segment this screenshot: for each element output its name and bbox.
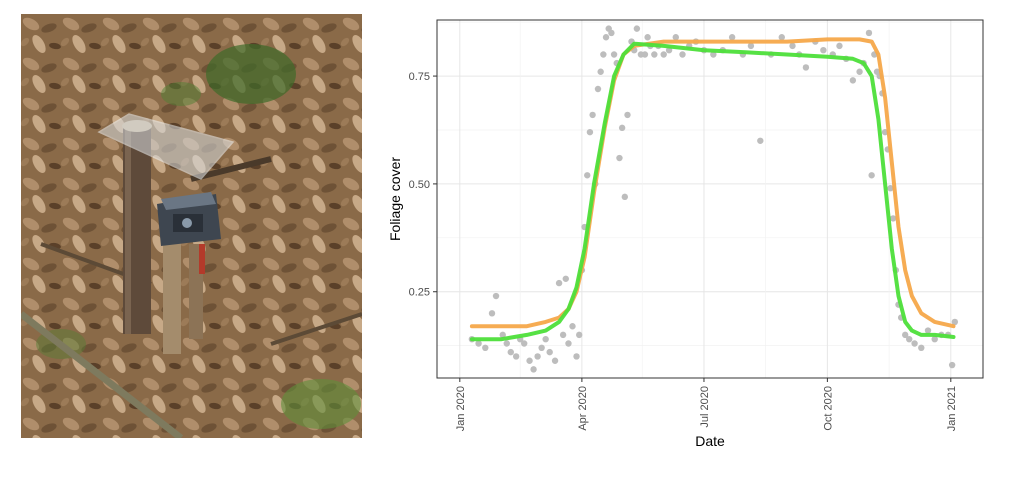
data-point [512, 353, 520, 360]
data-point [836, 42, 843, 50]
data-point [608, 29, 615, 37]
data-point [951, 318, 959, 326]
data-point [600, 51, 607, 58]
data-point [573, 353, 580, 360]
data-point [644, 34, 651, 41]
data-point [868, 172, 875, 179]
y-tick-label: 0.50 [409, 179, 430, 191]
data-point [924, 327, 932, 334]
data-point [488, 310, 496, 317]
green-fit-line [469, 41, 956, 342]
data-point [576, 331, 583, 339]
data-point [562, 275, 569, 282]
data-point [887, 185, 894, 192]
data-point [865, 29, 873, 37]
data-point [948, 361, 956, 369]
data-point [778, 34, 785, 41]
data-point [616, 154, 623, 162]
data-point [672, 34, 679, 41]
data-point [906, 335, 913, 343]
data-point [710, 51, 717, 58]
y-ticks: 0.25 0.50 0.75 [409, 71, 437, 299]
chart-panel: 0.25 0.50 0.75 Jan 2020 Apr 2020 Jul 2020 Oct… [378, 0, 1018, 486]
x-tick-label: Jan 2020 [455, 386, 467, 431]
data-point [594, 85, 602, 93]
data-point [651, 51, 658, 58]
data-point [565, 340, 572, 347]
plot-frame [436, 19, 984, 379]
data-point [546, 348, 553, 356]
data-point [641, 51, 649, 58]
x-tick-label: Jul 2020 [699, 386, 711, 428]
data-point [849, 77, 857, 84]
data-point [889, 215, 897, 222]
data-point [475, 340, 482, 347]
y-axis-label: Foliage cover [387, 157, 403, 241]
data-point [757, 137, 764, 144]
data-point [820, 46, 827, 54]
lines-layer [469, 37, 956, 342]
data-point [901, 331, 909, 339]
data-point [602, 34, 610, 41]
data-point [492, 292, 500, 300]
plot-background [437, 20, 983, 378]
data-point [520, 340, 528, 347]
data-point [569, 323, 576, 330]
data-point [584, 172, 591, 179]
data-point [538, 344, 545, 352]
data-point [618, 124, 626, 132]
data-point [728, 34, 736, 41]
data-point [856, 68, 863, 75]
data-point [633, 25, 641, 32]
data-point [586, 128, 594, 136]
data-point [499, 331, 506, 339]
data-point [911, 340, 918, 347]
data-point [747, 42, 755, 50]
data-point [610, 51, 618, 58]
data-point [507, 348, 514, 356]
data-point [534, 353, 541, 360]
data-point [789, 42, 796, 50]
data-point [660, 51, 667, 58]
field-photo [21, 14, 362, 438]
data-point [931, 335, 938, 343]
x-axis-label: Date [695, 433, 725, 449]
x-tick-label: Apr 2020 [577, 386, 589, 431]
data-point [679, 51, 686, 58]
data-point [918, 344, 925, 352]
data-point [526, 357, 533, 364]
data-point [503, 340, 510, 347]
x-tick-label: Jan 2021 [946, 386, 958, 431]
data-point [542, 335, 549, 343]
y-tick-label: 0.75 [409, 71, 430, 83]
data-point [530, 366, 537, 373]
x-tick-label: Oct 2020 [822, 386, 834, 431]
data-point [589, 111, 596, 119]
data-point [597, 68, 604, 75]
y-tick-label: 0.25 [409, 287, 430, 299]
data-point [621, 193, 629, 201]
grid-layer [437, 20, 983, 378]
data-point [482, 344, 489, 352]
foliage-cover-chart: 0.25 0.50 0.75 Jan 2020 Apr 2020 Jul 2020 Oct… [387, 19, 984, 449]
data-point [555, 279, 563, 287]
data-point [802, 64, 810, 71]
x-ticks: Jan 2020 Apr 2020 Jul 2020 Oct 2020 Jan 2021 [455, 378, 958, 431]
data-point [624, 111, 631, 119]
data-point [559, 331, 567, 339]
field-camera-photo-icon [21, 14, 362, 438]
data-point [551, 357, 559, 364]
